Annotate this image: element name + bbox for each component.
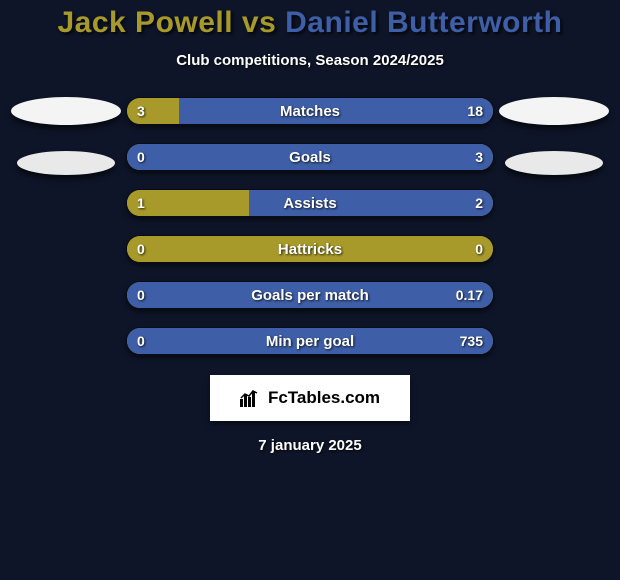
- watermark: FcTables.com: [210, 375, 410, 421]
- vs-text: vs: [233, 6, 285, 39]
- stat-label: Matches: [127, 98, 493, 124]
- stat-label: Hattricks: [127, 236, 493, 262]
- stat-label: Goals: [127, 144, 493, 170]
- infographic-container: Jack Powell vs Daniel Butterworth Club c…: [0, 0, 620, 454]
- stat-row: 03Goals: [126, 143, 494, 171]
- subtitle: Club competitions, Season 2024/2025: [176, 52, 444, 69]
- player1-avatar: [11, 97, 121, 125]
- player2-avatar-col: [494, 97, 614, 175]
- stat-row: 318Matches: [126, 97, 494, 125]
- watermark-text: FcTables.com: [268, 388, 380, 408]
- player2-avatar-shadow: [505, 151, 603, 175]
- date-text: 7 january 2025: [258, 437, 361, 454]
- comparison-title: Jack Powell vs Daniel Butterworth: [57, 6, 562, 40]
- watermark-stats-icon: [240, 389, 262, 407]
- stat-row: 00.17Goals per match: [126, 281, 494, 309]
- player1-name: Jack Powell: [57, 6, 233, 39]
- stat-bars: 318Matches 03Goals 12Assists 00Hattricks 00.…: [126, 97, 494, 355]
- chart-area: 318Matches 03Goals 12Assists 00Hattricks 00.…: [0, 97, 620, 355]
- stat-label: Goals per match: [127, 282, 493, 308]
- player1-avatar-shadow: [17, 151, 115, 175]
- player1-avatar-col: [6, 97, 126, 175]
- stat-label: Assists: [127, 190, 493, 216]
- player2-name: Daniel Butterworth: [285, 6, 562, 39]
- stat-row: 00Hattricks: [126, 235, 494, 263]
- player2-avatar: [499, 97, 609, 125]
- stat-label: Min per goal: [127, 328, 493, 354]
- stat-row: 12Assists: [126, 189, 494, 217]
- stat-row: 0735Min per goal: [126, 327, 494, 355]
